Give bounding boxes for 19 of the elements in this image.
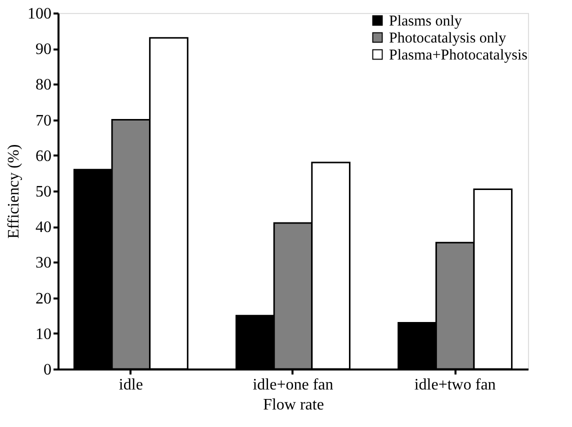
x-tick-label: idle+one fan [252, 376, 334, 394]
y-tick-label: 70 [36, 112, 52, 130]
x-axis-title: Flow rate [263, 396, 324, 414]
y-tick-label: 30 [36, 254, 52, 272]
legend-label: Photocatalysis only [389, 30, 507, 46]
y-tick-label: 0 [44, 362, 52, 378]
y-axis-title: Efficiency (%) [6, 144, 22, 239]
legend-label: Plasma+Photocatalysis [389, 48, 528, 64]
y-tick-label: 60 [36, 148, 52, 165]
y-tick-label: 10 [36, 326, 52, 343]
x-tick-label: idle [118, 376, 143, 394]
y-tick-label: 20 [36, 290, 52, 308]
y-tick-label: 40 [36, 219, 52, 236]
y-tick-label: 50 [36, 184, 52, 200]
y-tick-label: 100 [28, 6, 52, 22]
legend-label: Plasms only [389, 14, 462, 30]
y-tick-label: 90 [36, 41, 52, 58]
x-tick-label: idle+two fan [414, 376, 496, 394]
y-tick-label: 80 [36, 76, 52, 94]
